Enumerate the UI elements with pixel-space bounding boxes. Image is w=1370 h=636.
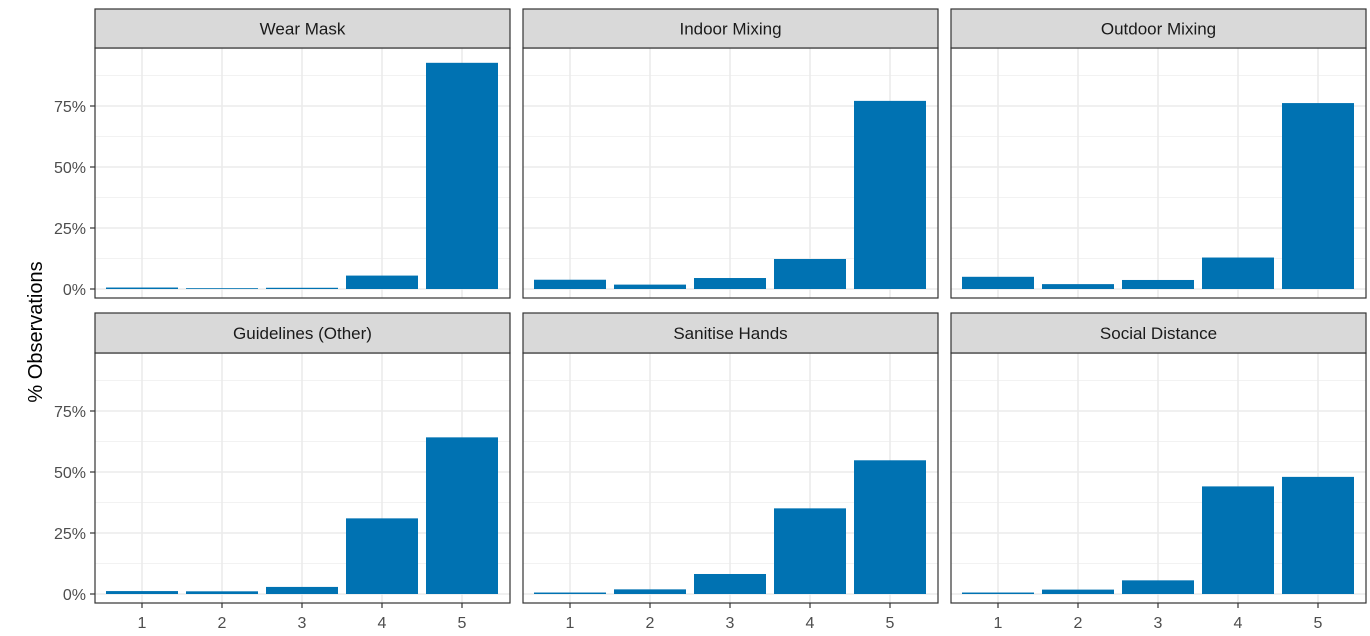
x-tick-label: 4 bbox=[1234, 615, 1243, 632]
bar bbox=[694, 278, 766, 289]
facet-title: Social Distance bbox=[1100, 324, 1217, 343]
facet-strip bbox=[522, 312, 939, 354]
bar bbox=[346, 275, 418, 289]
facet-title: Indoor Mixing bbox=[679, 20, 781, 39]
facet-strip bbox=[94, 8, 511, 49]
y-tick-label: 50% bbox=[54, 160, 86, 177]
x-tick-label: 1 bbox=[566, 615, 575, 632]
bar bbox=[774, 258, 846, 289]
facet-panel: Wear Mask 0% 25% 50% 75% bbox=[54, 8, 511, 299]
y-axis-label: % Observations bbox=[25, 261, 47, 402]
bar bbox=[1042, 284, 1114, 289]
x-tick-label: 4 bbox=[378, 615, 387, 632]
bar bbox=[1122, 580, 1194, 594]
bar bbox=[186, 591, 258, 594]
y-tick-label: 75% bbox=[54, 404, 86, 421]
facet-strip bbox=[522, 8, 939, 49]
x-tick-label: 2 bbox=[646, 615, 655, 632]
bar bbox=[1282, 103, 1354, 290]
facet-title: Guidelines (Other) bbox=[233, 324, 372, 343]
bar bbox=[1202, 257, 1274, 289]
facet-strip bbox=[94, 312, 511, 354]
x-tick-label: 3 bbox=[726, 615, 735, 632]
x-tick-label: 4 bbox=[806, 615, 815, 632]
x-tick-label: 5 bbox=[458, 615, 467, 632]
bar bbox=[534, 279, 606, 289]
x-tick-label: 5 bbox=[1314, 615, 1323, 632]
bar bbox=[534, 592, 606, 594]
x-tick-label: 5 bbox=[886, 615, 895, 632]
bar bbox=[1042, 589, 1114, 594]
bar bbox=[774, 508, 846, 594]
bar bbox=[426, 437, 498, 594]
x-tick-label: 3 bbox=[298, 615, 307, 632]
bar bbox=[266, 287, 338, 289]
facet-strip bbox=[950, 8, 1367, 49]
y-tick-label: 25% bbox=[54, 221, 86, 238]
y-tick-label: 25% bbox=[54, 526, 86, 543]
bar bbox=[694, 573, 766, 594]
bar bbox=[614, 589, 686, 594]
y-tick-label: 50% bbox=[54, 465, 86, 482]
y-tick-label: 75% bbox=[54, 99, 86, 116]
bar bbox=[614, 284, 686, 289]
bar bbox=[426, 62, 498, 290]
bar bbox=[1122, 279, 1194, 289]
bar bbox=[854, 100, 926, 289]
bar bbox=[346, 518, 418, 594]
bar bbox=[106, 591, 178, 594]
y-tick-label: 0% bbox=[63, 282, 86, 299]
bar bbox=[1282, 476, 1354, 594]
x-tick-label: 3 bbox=[1154, 615, 1163, 632]
facet-panel: Social Distance 1 2 3 4 5 bbox=[950, 312, 1367, 632]
bar bbox=[186, 288, 258, 289]
facet-panel: Sanitise Hands 1 2 3 4 5 bbox=[522, 312, 939, 632]
x-tick-label: 2 bbox=[1074, 615, 1083, 632]
facet-title: Outdoor Mixing bbox=[1101, 20, 1216, 39]
x-tick-label: 1 bbox=[994, 615, 1003, 632]
x-tick-label: 1 bbox=[138, 615, 147, 632]
x-tick-label: 2 bbox=[218, 615, 227, 632]
bar bbox=[266, 586, 338, 594]
facet-panel: Guidelines (Other) 0% 25% 50% 75% 1 2 3 4 5 bbox=[54, 312, 511, 632]
facet-title: Wear Mask bbox=[260, 20, 346, 39]
facet-panel: Indoor Mixing bbox=[522, 8, 939, 299]
y-tick-label: 0% bbox=[63, 587, 86, 604]
bar bbox=[962, 276, 1034, 289]
bar bbox=[962, 592, 1034, 594]
facet-panel: Outdoor Mixing bbox=[950, 8, 1367, 299]
bar bbox=[854, 460, 926, 594]
facet-title: Sanitise Hands bbox=[673, 324, 787, 343]
bar bbox=[1202, 486, 1274, 594]
facet-strip bbox=[950, 312, 1367, 354]
bar bbox=[106, 287, 178, 289]
